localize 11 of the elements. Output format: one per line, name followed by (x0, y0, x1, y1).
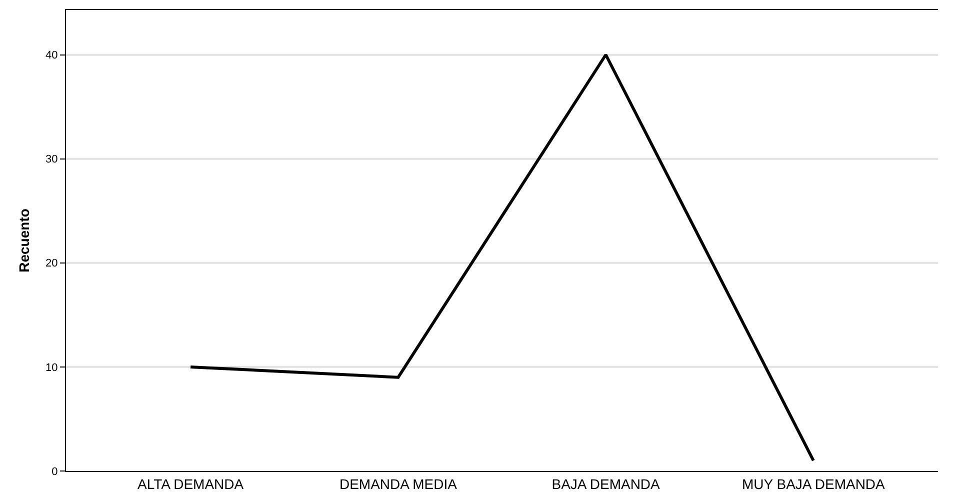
y-tick-label: 0 (52, 466, 58, 478)
y-tick-label: 30 (46, 154, 58, 166)
x-tick-label: MUY BAJA DEMANDA (742, 476, 886, 492)
x-tick-label: ALTA DEMANDA (138, 476, 244, 492)
y-tick-label: 20 (46, 258, 58, 270)
y-tick-label: 40 (46, 50, 58, 62)
x-tick-label: DEMANDA MEDIA (339, 476, 458, 492)
line-series (189, 53, 815, 462)
y-tick-label: 10 (46, 362, 58, 374)
y-axis-title: Recuento (16, 208, 32, 272)
x-tick-label: BAJA DEMANDA (552, 476, 661, 492)
